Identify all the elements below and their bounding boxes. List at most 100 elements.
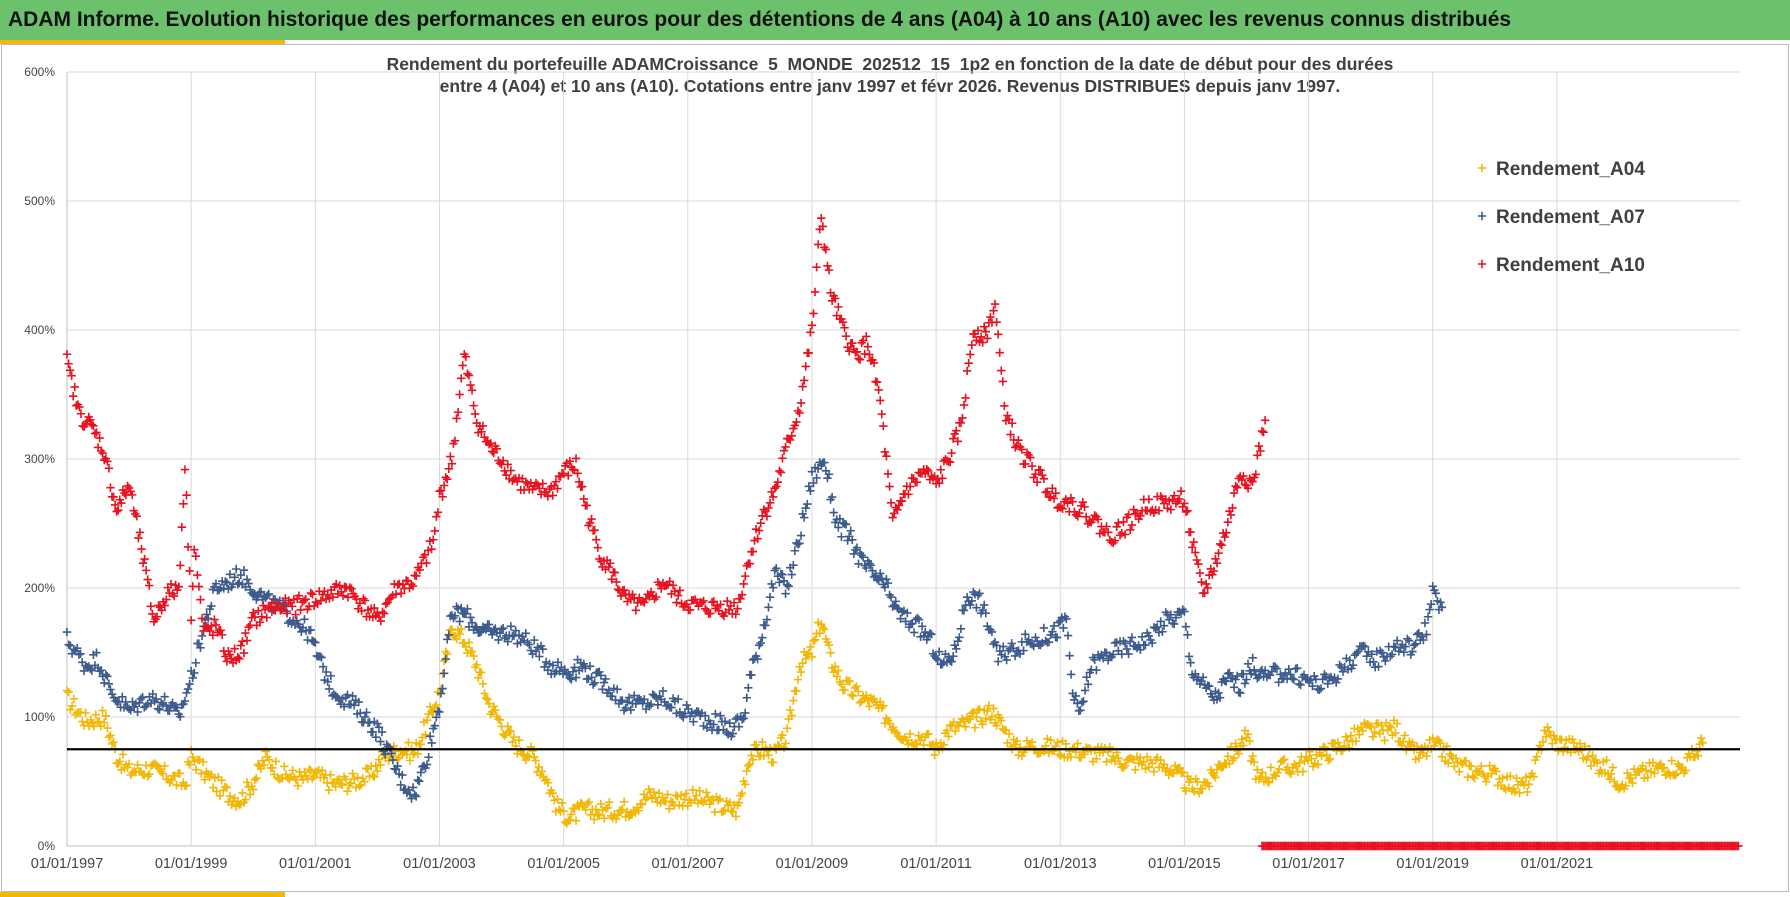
data-point bbox=[1239, 471, 1248, 481]
data-point bbox=[1223, 752, 1233, 761]
data-point bbox=[1021, 459, 1030, 469]
data-point bbox=[69, 392, 78, 401]
data-point bbox=[855, 355, 865, 364]
data-point bbox=[249, 590, 258, 600]
data-point bbox=[1667, 756, 1676, 765]
data-point bbox=[242, 778, 252, 787]
data-point bbox=[64, 359, 73, 368]
data-point bbox=[1267, 667, 1277, 676]
data-point bbox=[343, 787, 352, 796]
data-point bbox=[905, 482, 915, 491]
data-point bbox=[1272, 664, 1282, 673]
data-point bbox=[1120, 639, 1130, 648]
data-point bbox=[183, 542, 193, 552]
data-point bbox=[535, 484, 544, 493]
data-point bbox=[1377, 721, 1386, 730]
data-point bbox=[1141, 640, 1150, 650]
data-point bbox=[106, 731, 115, 740]
data-point bbox=[579, 659, 588, 669]
data-point bbox=[408, 783, 418, 792]
data-point bbox=[1011, 740, 1020, 749]
data-point bbox=[831, 294, 840, 303]
data-point bbox=[804, 482, 814, 491]
data-point bbox=[348, 769, 357, 778]
data-point bbox=[374, 612, 384, 622]
data-point bbox=[452, 634, 461, 644]
data-point bbox=[109, 738, 118, 747]
data-point bbox=[506, 466, 516, 475]
data-point bbox=[748, 547, 758, 556]
data-point bbox=[590, 525, 599, 535]
data-point bbox=[795, 408, 804, 418]
data-point bbox=[1114, 518, 1123, 528]
data-point bbox=[877, 409, 886, 419]
data-point bbox=[1198, 673, 1208, 682]
data-point bbox=[212, 787, 221, 796]
data-point bbox=[492, 444, 502, 454]
data-point bbox=[837, 532, 846, 541]
data-point bbox=[118, 750, 128, 759]
data-point bbox=[464, 638, 474, 647]
data-point bbox=[685, 605, 695, 615]
data-point bbox=[741, 780, 750, 789]
data-point bbox=[1492, 767, 1501, 776]
data-point bbox=[553, 794, 562, 804]
data-point bbox=[371, 761, 381, 771]
data-point bbox=[1548, 739, 1557, 748]
data-point bbox=[1215, 693, 1225, 702]
data-point bbox=[768, 583, 778, 592]
data-point bbox=[373, 719, 382, 728]
data-point bbox=[264, 589, 273, 599]
data-point bbox=[1049, 746, 1059, 755]
data-point bbox=[467, 386, 477, 395]
data-point bbox=[779, 743, 789, 753]
data-point bbox=[1075, 508, 1084, 518]
data-point bbox=[438, 492, 447, 501]
data-point bbox=[599, 678, 609, 687]
data-point bbox=[98, 448, 107, 458]
data-point bbox=[1338, 667, 1348, 676]
data-point bbox=[701, 604, 710, 614]
data-point bbox=[127, 490, 137, 500]
data-point bbox=[588, 680, 598, 689]
data-point bbox=[981, 609, 990, 618]
data-point bbox=[231, 564, 241, 574]
data-point bbox=[997, 716, 1006, 725]
data-point bbox=[673, 591, 683, 600]
data-point bbox=[1498, 774, 1507, 783]
data-point bbox=[207, 621, 216, 631]
data-point bbox=[640, 695, 649, 704]
data-point bbox=[1408, 647, 1417, 656]
y-tick-label: 500% bbox=[24, 194, 55, 208]
data-point bbox=[1348, 661, 1358, 670]
data-point bbox=[741, 708, 750, 718]
data-point bbox=[411, 792, 421, 801]
data-point bbox=[852, 347, 862, 357]
data-point bbox=[623, 698, 632, 707]
data-point bbox=[1054, 618, 1063, 627]
data-point bbox=[355, 781, 364, 791]
data-point bbox=[1287, 674, 1297, 683]
data-point bbox=[456, 374, 466, 383]
data-point bbox=[1360, 642, 1370, 651]
data-point bbox=[596, 799, 606, 809]
data-point bbox=[1436, 739, 1445, 748]
data-point bbox=[165, 706, 174, 716]
data-point bbox=[945, 656, 955, 665]
data-point bbox=[799, 376, 809, 385]
data-point bbox=[847, 690, 856, 700]
data-point bbox=[1659, 763, 1669, 772]
data-point bbox=[506, 726, 516, 736]
data-point bbox=[293, 781, 303, 790]
data-point bbox=[145, 770, 154, 779]
data-point bbox=[1313, 760, 1323, 769]
data-point bbox=[378, 607, 387, 617]
data-point bbox=[587, 514, 596, 524]
data-point bbox=[114, 506, 123, 515]
data-point bbox=[865, 350, 874, 359]
data-point bbox=[553, 484, 562, 493]
data-point bbox=[801, 503, 810, 513]
data-point bbox=[491, 706, 500, 715]
data-point bbox=[1681, 766, 1690, 775]
data-point bbox=[728, 729, 737, 738]
